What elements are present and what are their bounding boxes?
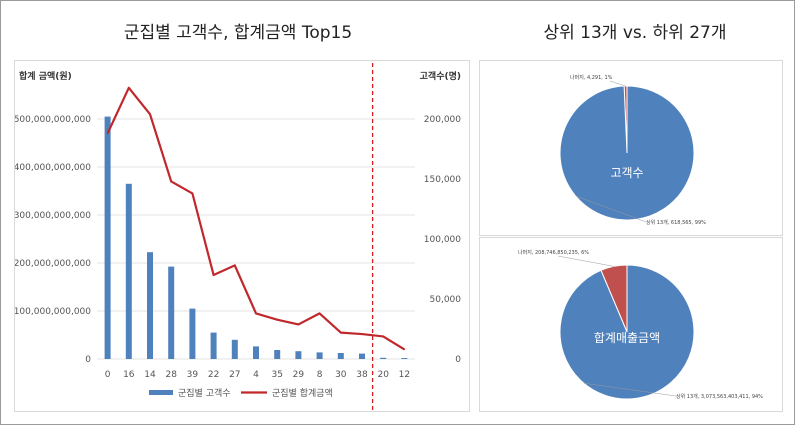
bar [380,357,387,359]
bar [147,252,153,359]
pie-label-rest: 나머지, 208,746,850,235, 6% [518,249,589,256]
y-left-tick-label: 300,000,000,000 [15,211,91,221]
x-tick-label: 30 [335,370,347,380]
line-point [213,274,215,276]
x-tick-label: 14 [144,370,156,380]
y-right-tick-label: 100,000 [424,235,461,245]
pie-slice [559,264,695,400]
x-tick-label: 28 [165,370,177,380]
line-point [403,348,405,350]
line-point [128,87,130,89]
y-right-tick-label: 150,000 [424,175,461,185]
pie-center-label: 합계매출금액 [594,331,660,345]
bar [125,183,132,359]
pie-slice [559,85,695,221]
x-tick-label: 27 [229,370,240,380]
line-point [107,132,109,134]
y-right-tick-label: 50,000 [430,295,462,305]
y-left-tick-label: 200,000,000,000 [15,259,91,269]
pie-leader-line [557,255,614,267]
line-point [276,319,278,321]
bar [231,339,238,359]
x-tick-label: 22 [208,370,219,380]
combo-chart-panel: 0 100,000,000,000 200,000,000,000 300,000,0… [14,60,470,412]
pie-leader-line [609,80,626,87]
pie-label-top13: 상위 13개, 618,565, 99% [646,219,706,226]
y-left-axis-title: 합계 금액(원) [19,70,72,82]
line-point [361,333,363,335]
pie-sales-panel: 합계매출금액 나머지, 208,746,850,235, 6% 상위 13개, 3,… [479,237,783,412]
x-tick-label: 4 [253,370,259,380]
bar [189,308,196,359]
x-tick-label: 38 [356,370,368,380]
y-right-axis-title: 고객수(명) [420,70,461,82]
bar [274,350,281,359]
pie-label-top13: 상위 13개, 3,073,563,403,411, 94% [676,393,763,400]
x-tick-label: 16 [123,370,135,380]
line-point [149,113,151,115]
pie-chart-sales: 합계매출금액 나머지, 208,746,850,235, 6% 상위 13개, 3,… [518,249,763,400]
y-right-tick-label: 200,000 [424,115,461,125]
legend-label-customers: 군집별 고객수 [178,387,231,399]
bar [253,346,259,359]
x-tick-label: 12 [399,370,410,380]
y-left-tick-label: 0 [85,355,91,365]
y-left-tick-label: 500,000,000,000 [15,115,91,125]
x-tick-label: 29 [293,370,305,380]
line-point [319,312,321,314]
x-tick-label: 20 [377,370,389,380]
line-point [255,312,257,314]
line-point [170,180,172,182]
legend-label-sales: 군집별 합계금액 [272,387,333,399]
pie-customers-panel: 고객수 나머지, 4,291, 1% 상위 13개, 618,565, 99% [479,60,783,236]
bar [104,116,111,359]
right-chart-title: 상위 13개 vs. 하위 27개 [543,23,727,43]
legend-bar-swatch [149,390,173,395]
line-point [297,323,299,326]
x-tick-label: 0 [105,370,111,380]
x-tick-label: 39 [187,370,199,380]
left-chart-title: 군집별 고객수, 합계금액 Top15 [123,23,353,43]
pie-chart-customers: 고객수 나머지, 4,291, 1% 상위 13개, 618,565, 99% [559,74,706,226]
line-point [234,264,236,266]
line-point [382,335,384,338]
bar [168,266,175,359]
bar [295,351,302,359]
pie-label-rest: 나머지, 4,291, 1% [570,74,613,81]
pie-leader-line [583,382,677,397]
pie-center-label: 고객수 [610,166,643,180]
bar [401,358,408,359]
bar [210,332,217,359]
y-left-tick-label: 400,000,000,000 [15,163,91,173]
bar [359,353,365,359]
line-point [191,192,193,194]
pie-leader-line [575,195,647,223]
x-tick-label: 35 [271,370,282,380]
y-left-tick-label: 100,000,000,000 [15,307,91,317]
bar [337,353,344,359]
bar [316,352,323,359]
combo-chart: 0 100,000,000,000 200,000,000,000 300,000,0… [15,63,462,410]
line-point [340,332,342,334]
x-tick-label: 8 [317,370,323,380]
y-right-tick-label: 0 [455,355,461,365]
